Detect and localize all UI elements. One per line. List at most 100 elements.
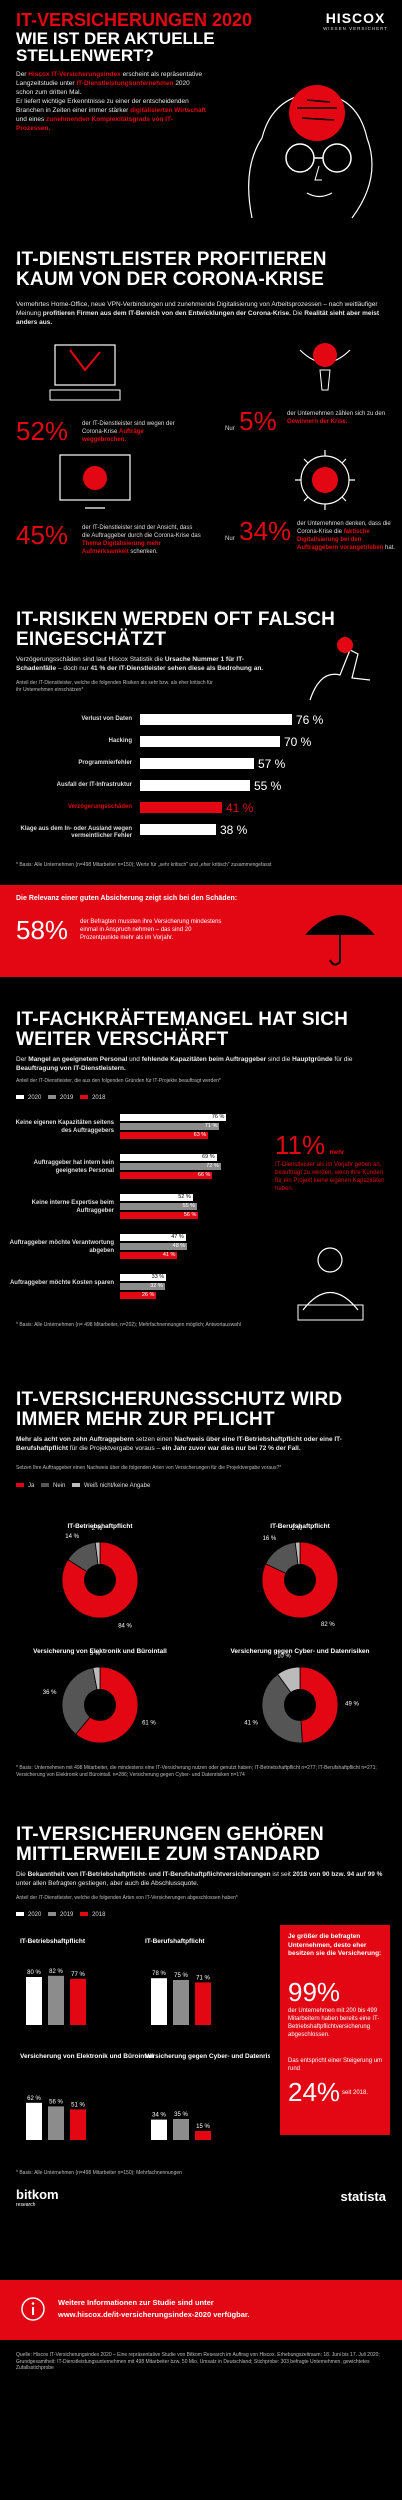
insurance-text: Mehr als acht von zehn Auftraggebern set… (16, 1436, 342, 1452)
skills-bar-2019 (120, 1203, 197, 1210)
risk-bar (140, 758, 254, 769)
risk-bar-label: Verzögerungsschäden (67, 804, 132, 810)
skills-bar-label: Auftraggeber möchte Kosten sparen (9, 1280, 114, 1286)
pie-title: Versicherung gegen Cyber- und Datenrisik… (230, 1648, 369, 1655)
standard-bar-charts: IT-Betriebshaftpflicht 80 % 82 % 77 % IT-Ber… (20, 1938, 270, 2140)
skills-bar-2018 (120, 1132, 209, 1139)
relevance-text: Die Relevanz einer guten Absicherung zei… (16, 895, 238, 902)
info-icon (21, 2297, 45, 2321)
skills-bar-value: 52 % (178, 1194, 191, 1200)
vbar-2018 (70, 2109, 86, 2140)
insurance-title: IT-VERSICHERUNGSSCHUTZ WIRD IMMER MEHR Z… (16, 1389, 343, 1430)
skills-legend: 2020 2019 2018 (16, 1095, 105, 1101)
standard-section: IT-VERSICHERUNGEN GEHÖREN MITTLERWEILE Z… (0, 1815, 402, 2255)
risk-bar-value: 38 % (220, 823, 248, 837)
stat-34: Nur 34% der Unternehmen denken, dass die… (225, 516, 396, 551)
pie-slice-nein (261, 1673, 303, 1744)
vbar-2020 (26, 2102, 42, 2140)
computer-icon (49, 344, 121, 401)
pie-slice-label: 2 % (92, 1526, 103, 1532)
skills-bar-value: 72 % (206, 1163, 219, 1169)
vbar-2018 (195, 1982, 211, 2025)
footer-info-url[interactable]: www.hiscox.de/it-versicherungsindex-2020… (58, 2310, 250, 2319)
pie-slice-label: 16 % (263, 1536, 277, 1542)
skills-bar-2020 (120, 1194, 193, 1201)
risk-bar-value: 76 % (296, 713, 324, 727)
vbar-value: 51 % (71, 2102, 85, 2108)
standard-legend: 2020 2019 2018 (16, 1912, 105, 1918)
relevance-box: Die Relevanz einer guten Absicherung zei… (0, 885, 402, 977)
vbar-group-title: Versicherung von Elektronik und Bürointa… (20, 2053, 154, 2060)
skills-section: IT-FACHKRÄFTEMANGEL HAT SICH WEITER VERS… (0, 1000, 402, 1370)
skills-bar-label: Auftraggeber möchte Verantwortung abgebe… (9, 1240, 114, 1254)
footer-info-box: Weitere Informationen zur Studie sind un… (0, 2280, 402, 2340)
skills-bar-2020 (120, 1234, 186, 1241)
legend-2019-swatch (48, 1095, 57, 1100)
risks-title: IT-RISIKEN WERDEN OFT FALSCH EINGESCHÄTZ… (16, 609, 336, 650)
pie-slice-label: 61 % (142, 1721, 156, 1727)
skills-footnote: * Basis: Alle Unternehmen (n= 498 Mitarb… (16, 1322, 241, 1328)
vbar-2020 (151, 1978, 167, 2025)
vbar-2019 (173, 2119, 189, 2140)
skills-bar-2020 (120, 1154, 217, 1161)
risk-bar-value: 70 % (284, 735, 312, 749)
legend-2020-swatch (16, 1095, 24, 1100)
risk-bar (140, 802, 222, 813)
skills-bar-2018 (120, 1172, 213, 1179)
vbar-value: 35 % (174, 2112, 188, 2118)
intro-text: Der Hiscox IT-Versicherungsindex erschei… (16, 71, 206, 132)
vbar-value: 80 % (27, 1970, 41, 1976)
vbar-2018 (195, 2131, 211, 2140)
virus-icon (295, 450, 355, 510)
skills-bar-value: 48 % (172, 1243, 186, 1249)
risk-bar-label: Verlust von Daten (81, 716, 132, 722)
skills-bar-2018 (120, 1292, 157, 1299)
trophy-icon (299, 343, 351, 391)
vbar-value: 75 % (174, 1973, 188, 1979)
vbar-value: 15 % (196, 2124, 210, 2130)
standard-text: Die Bekanntheit von IT-Betriebshaftpflic… (16, 1871, 383, 1887)
skills-bar-value: 47 % (171, 1234, 184, 1240)
callout-value-99: 99% (288, 1977, 341, 2007)
pie-hole (284, 1689, 316, 1721)
skills-bar-value: 26 % (141, 1292, 155, 1298)
skills-bar-2019 (120, 1123, 220, 1130)
skills-bar-label: Keine eigenen Kapazitäten seitens des Au… (15, 1120, 114, 1134)
head-illustration-icon (248, 85, 373, 219)
risk-bar-value: 41 % (226, 801, 254, 815)
risk-bar-value: 55 % (254, 779, 282, 793)
vbar-value: 62 % (27, 2096, 41, 2102)
statista-logo: statista (340, 2189, 386, 2204)
pie-slice-label: 2 % (292, 1526, 303, 1532)
vbar-value: 71 % (196, 1975, 210, 1981)
monitor-icon (59, 454, 131, 509)
skills-bar-value: 63 % (193, 1132, 207, 1138)
pie-title: Versicherung von Elektronik und Bürointa… (33, 1648, 167, 1655)
relevance-caption: der Befragten mussten ihre Versicherung … (80, 919, 222, 941)
corona-title: IT-DIENSTLEISTER PROFITIEREN KAUM VON DE… (16, 249, 327, 290)
pie-slice-label: 10 % (277, 1654, 291, 1660)
skills-bar-value: 66 % (197, 1172, 211, 1178)
pie-slice-label: 84 % (118, 1624, 132, 1630)
risk-bar-label: Ausfall der IT-Infrastruktur (56, 782, 132, 788)
pie-slice-label: 49 % (345, 1701, 359, 1707)
pie-slice-label: 41 % (244, 1721, 258, 1727)
legend-2018-swatch (80, 1095, 89, 1100)
vbar-value: 82 % (49, 1969, 63, 1975)
risk-bar (140, 824, 216, 835)
hiscox-logo: HISCOX WISSEN VERSICHERT (323, 10, 388, 31)
standard-footnote: * Basis: Alle Unternehmen (n=498 Mitarbe… (16, 2170, 182, 2176)
header-section: IT-VERSICHERUNGEN 2020 WIE IST DER AKTUE… (0, 0, 402, 225)
skills-bar-chart: Keine eigenen Kapazitäten seitens des Au… (0, 1110, 260, 1320)
pie-slice-nein (61, 1667, 101, 1735)
risk-bar-label: Programmierfehler (78, 760, 132, 766)
bitkom-logo: bitkom research (16, 2187, 59, 2208)
insurance-section: IT-VERSICHERUNGSSCHUTZ WIRD IMMER MEHR Z… (0, 1380, 402, 1800)
page-subtitle: WIE IST DER AKTUELLE STELLENWERT? (16, 29, 215, 65)
skills-bar-value: 71 % (204, 1123, 218, 1129)
pie-title: IT-Berufshaftpflicht (270, 1523, 330, 1530)
vbar-group-title: IT-Betriebshaftpflicht (20, 1938, 86, 1945)
skills-title: IT-FACHKRÄFTEMANGEL HAT SICH WEITER VERS… (16, 1009, 349, 1050)
